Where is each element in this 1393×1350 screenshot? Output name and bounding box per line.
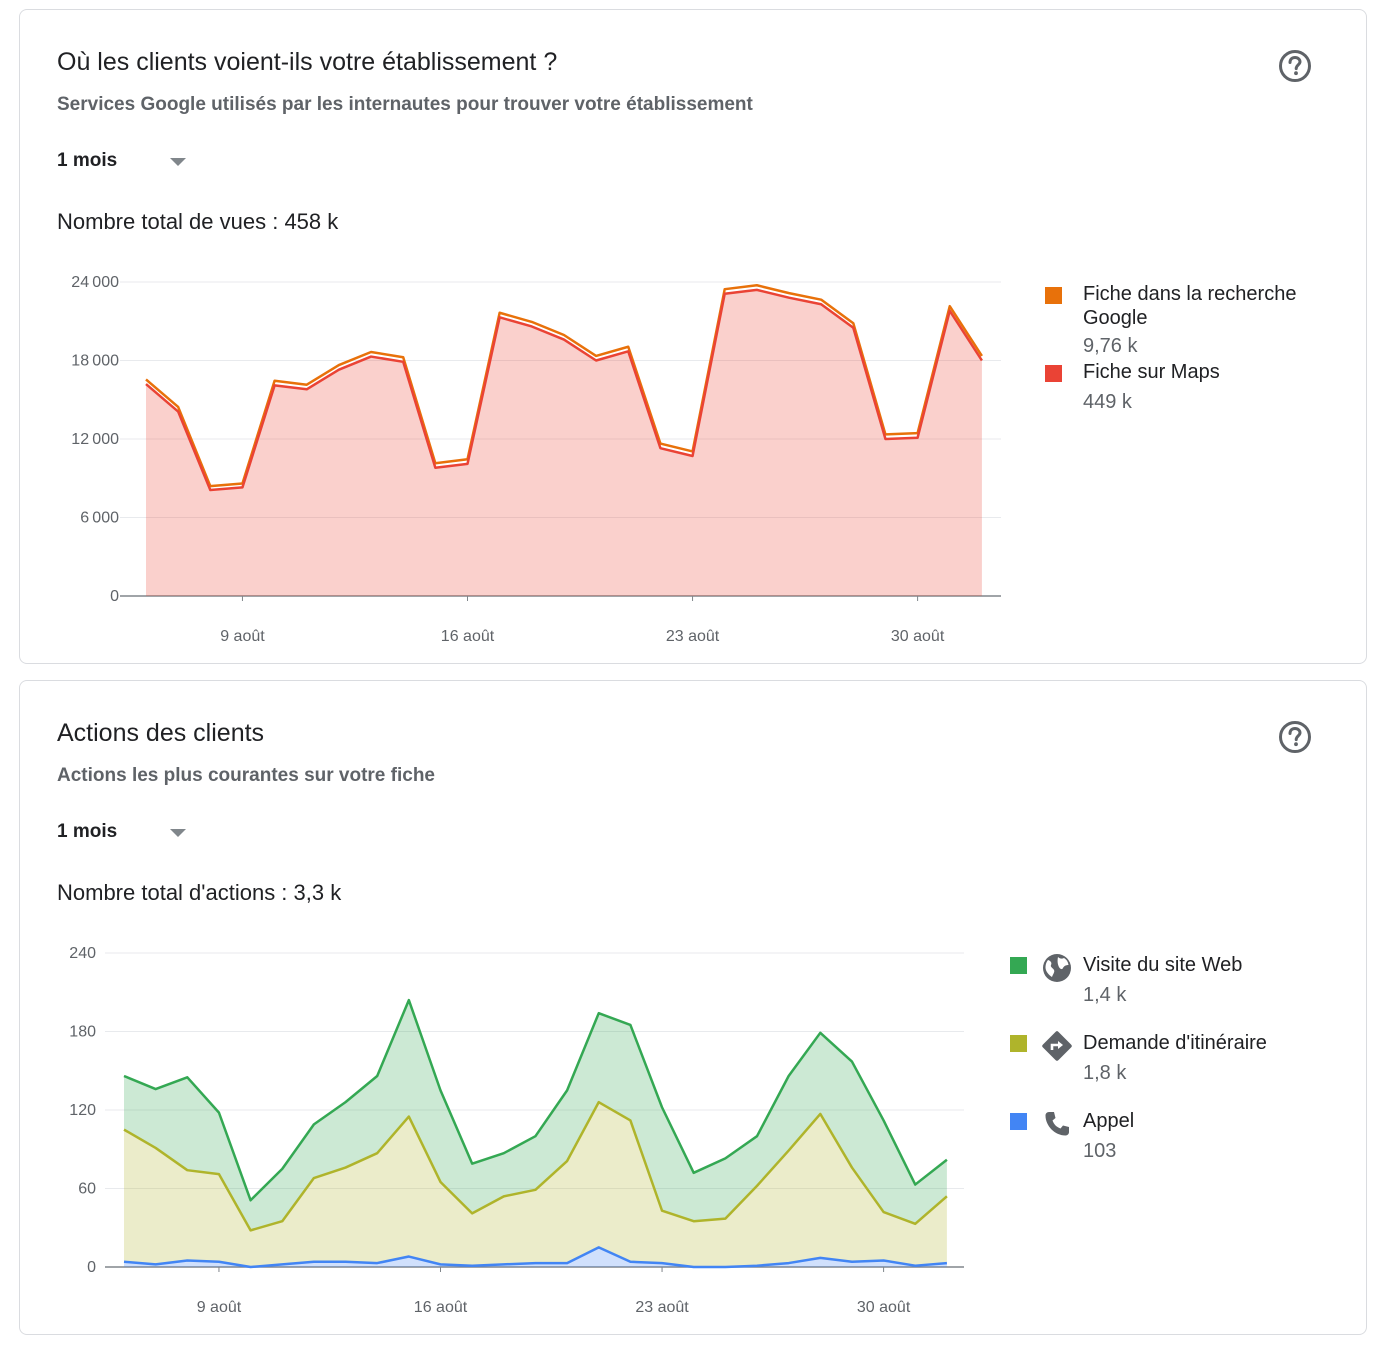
legend-value: 449 k <box>1083 391 1132 413</box>
help-circle-icon[interactable] <box>1278 49 1312 83</box>
x-tick-label: 16 août <box>441 628 495 645</box>
series-line-demande-d-itin-raire <box>123 1100 948 1232</box>
legend-swatch <box>1010 957 1027 974</box>
x-tick-label: 30 août <box>857 1299 911 1316</box>
actions-chart: 0 60 120 180 240 9 août 16 août 23 août 30 août <box>69 945 964 1316</box>
series-area-fiche-sur-maps <box>146 289 982 596</box>
y-tick-label: 120 <box>69 1102 96 1119</box>
total-actions: Nombre total d'actions : 3,3 k <box>57 880 342 905</box>
series-area-demande-d-itin-raire <box>124 1102 947 1267</box>
legend-swatch <box>1010 1113 1027 1130</box>
period-dropdown[interactable]: 1 mois <box>57 821 197 847</box>
chevron-down-icon <box>170 829 186 837</box>
y-tick-label: 18 000 <box>71 353 119 370</box>
card-title: Actions des clients <box>57 719 265 747</box>
legend-label: Demande d'itinéraire <box>1083 1032 1267 1054</box>
legend-label: Fiche dans la recherche Google <box>1083 283 1297 329</box>
y-tick-label: 60 <box>78 1181 96 1198</box>
help-circle-icon[interactable] <box>1278 720 1312 754</box>
period-dropdown[interactable]: 1 mois <box>57 150 197 176</box>
series-line-visite-du-site-web <box>123 998 948 1202</box>
legend-label: Visite du site Web <box>1083 954 1243 976</box>
legend-value: 103 <box>1083 1140 1117 1162</box>
legend-swatch <box>1045 365 1062 382</box>
x-tick-label: 9 août <box>197 1299 242 1316</box>
x-tick-label: 23 août <box>666 628 720 645</box>
x-tick-label: 30 août <box>891 628 945 645</box>
series-area-visite-du-site-web <box>124 1000 947 1231</box>
y-tick-label: 240 <box>69 945 96 962</box>
y-tick-label: 0 <box>87 1259 96 1276</box>
total-views: Nombre total de vues : 458 k <box>57 209 339 234</box>
y-tick-label: 180 <box>69 1024 96 1041</box>
x-tick-label: 9 août <box>220 628 265 645</box>
globe-icon <box>1043 954 1071 982</box>
legend-swatch <box>1010 1035 1027 1052</box>
card-subtitle: Actions les plus courantes sur votre fic… <box>57 765 435 786</box>
series-line-fiche-sur-maps <box>145 288 983 492</box>
series-line-appel <box>123 1246 948 1269</box>
legend-value: 9,76 k <box>1083 335 1138 357</box>
card-title: Où les clients voient-ils votre établiss… <box>57 48 558 76</box>
legend-label: Appel <box>1083 1110 1135 1132</box>
legend-value: 1,8 k <box>1083 1062 1127 1084</box>
series-line-fiche-dans-la-recherche-google <box>145 284 983 488</box>
directions-icon <box>1042 1031 1072 1061</box>
y-tick-label: 6 000 <box>80 510 119 527</box>
actions-card: Actions des clients Actions les plus cou… <box>19 680 1367 1335</box>
legend-value: 1,4 k <box>1083 984 1127 1006</box>
legend-swatch <box>1045 287 1062 304</box>
views-card: Où les clients voient-ils votre établiss… <box>19 9 1367 664</box>
x-tick-label: 16 août <box>414 1299 468 1316</box>
y-tick-label: 12 000 <box>71 431 119 448</box>
period-label: 1 mois <box>57 821 118 842</box>
views-chart: 0 6 000 12 000 18 000 24 000 9 août 16 août 23 … <box>71 274 1001 645</box>
legend-label: Fiche sur Maps <box>1083 361 1220 383</box>
period-label: 1 mois <box>57 150 118 171</box>
y-tick-label: 24 000 <box>71 274 119 291</box>
card-subtitle: Services Google utilisés par les interna… <box>57 94 753 115</box>
chevron-down-icon <box>170 158 186 166</box>
phone-icon <box>1045 1112 1069 1136</box>
x-tick-label: 23 août <box>635 1299 689 1316</box>
y-tick-label: 0 <box>110 588 119 605</box>
